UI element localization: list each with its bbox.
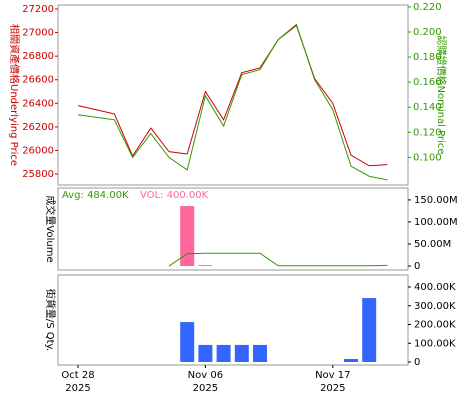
- x-tick-label: Nov 06 2025: [187, 370, 224, 394]
- y2-tick-label: 0.100: [413, 152, 442, 163]
- y2-tick-label: 0.140: [413, 102, 442, 113]
- bar: [216, 344, 231, 362]
- y-tick-label: 27000: [22, 28, 54, 39]
- y-axis-label: 成交量Volume: [44, 195, 57, 262]
- y-tick-label: 100.00K: [414, 338, 456, 349]
- bar: [362, 298, 377, 362]
- line: [168, 252, 388, 267]
- y2-tick-label: 0.200: [413, 27, 442, 38]
- y-tick-label: 100.00M: [414, 217, 458, 228]
- line: [77, 23, 388, 181]
- bar: [253, 344, 267, 362]
- y-tick-label: 26600: [22, 75, 54, 86]
- y-tick-label: 26200: [22, 122, 54, 133]
- bar: [180, 206, 195, 267]
- panel-frame: [57, 187, 409, 271]
- y-tick-label: 25800: [22, 169, 54, 180]
- y-axis-label: 相關資產價格Underlying Price: [8, 24, 21, 166]
- y-axis-label: 街貨量/S Qty.: [44, 289, 57, 351]
- y2-tick-label: 0.180: [413, 52, 442, 63]
- bar: [180, 322, 195, 362]
- y-tick-label: 0: [414, 261, 420, 272]
- x-tick-label: Oct 28 2025: [61, 370, 95, 394]
- y-tick-label: 0: [414, 357, 420, 368]
- bar: [344, 359, 358, 362]
- bar: [198, 265, 213, 267]
- annotation: Avg: 484.00K: [62, 190, 129, 201]
- y-tick-label: 26400: [22, 98, 54, 109]
- y-tick-label: 26800: [22, 51, 54, 62]
- y2-tick-label: 0.160: [413, 77, 442, 88]
- y-tick-label: 26000: [22, 145, 54, 156]
- y2-axis-label: 認購證價格Nominal Price: [435, 36, 448, 155]
- annotation: VOL: 400.00K: [140, 190, 209, 201]
- y-tick-label: 27200: [22, 4, 54, 15]
- y2-tick-label: 0.120: [413, 127, 442, 138]
- y-tick-label: 300.00K: [414, 301, 456, 312]
- x-tick-label: Nov 17 2025: [315, 370, 351, 394]
- y-tick-label: 200.00K: [414, 320, 456, 331]
- y-tick-label: 150.00M: [414, 195, 458, 206]
- y-tick-label: 400.00K: [414, 282, 456, 293]
- bar: [198, 344, 213, 362]
- panel-frame: [57, 4, 409, 186]
- y2-tick-label: 0.220: [413, 2, 442, 13]
- y-tick-label: 50.00M: [414, 239, 451, 250]
- line: [77, 24, 388, 167]
- panel-frame: [57, 274, 409, 366]
- bar: [234, 344, 249, 362]
